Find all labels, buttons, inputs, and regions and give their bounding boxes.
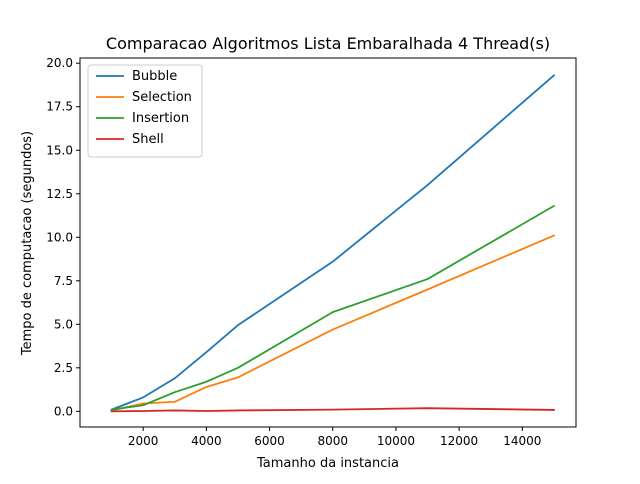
series-line-bubble — [110, 74, 556, 411]
series-line-shell — [110, 407, 555, 413]
x-tick-label: 6000 — [254, 434, 285, 448]
y-tick-label: 2.5 — [54, 361, 73, 375]
chart-title: Comparacao Algoritmos Lista Embaralhada … — [106, 34, 550, 53]
legend: Bubble Selection Insertion Shell — [87, 64, 203, 158]
y-axis-label: Tempo de computacao (segundos) — [20, 131, 35, 356]
x-tick-label: 12000 — [440, 434, 478, 448]
x-tick-label: 14000 — [503, 434, 541, 448]
y-tick-label: 17.5 — [46, 100, 73, 114]
x-tick-label: 2000 — [128, 434, 159, 448]
x-tick-label: 8000 — [317, 434, 348, 448]
legend-label-shell: Shell — [132, 132, 164, 147]
x-tick-label: 10000 — [377, 434, 415, 448]
plot-area: 2000 4000 6000 8000 10000 12000 14000 0.0 2.5 5.0… — [46, 56, 577, 448]
x-tick-label: 4000 — [191, 434, 222, 448]
y-tick-label: 7.5 — [54, 274, 73, 288]
series-line-insertion — [110, 204, 556, 411]
axes-frame — [79, 57, 577, 428]
y-tick-label: 5.0 — [54, 317, 73, 331]
y-tick-label: 15.0 — [46, 143, 73, 157]
y-tick-label: 20.0 — [46, 56, 73, 70]
legend-label-insertion: Insertion — [132, 111, 189, 126]
x-axis-label: Tamanho da instancia — [256, 456, 399, 471]
y-tick-label: 12.5 — [46, 187, 73, 201]
legend-label-selection: Selection — [132, 90, 192, 105]
y-tick-label: 10.0 — [46, 230, 73, 244]
y-tick-label: 0.0 — [54, 404, 73, 418]
legend-box — [87, 64, 203, 158]
legend-label-bubble: Bubble — [132, 69, 177, 84]
